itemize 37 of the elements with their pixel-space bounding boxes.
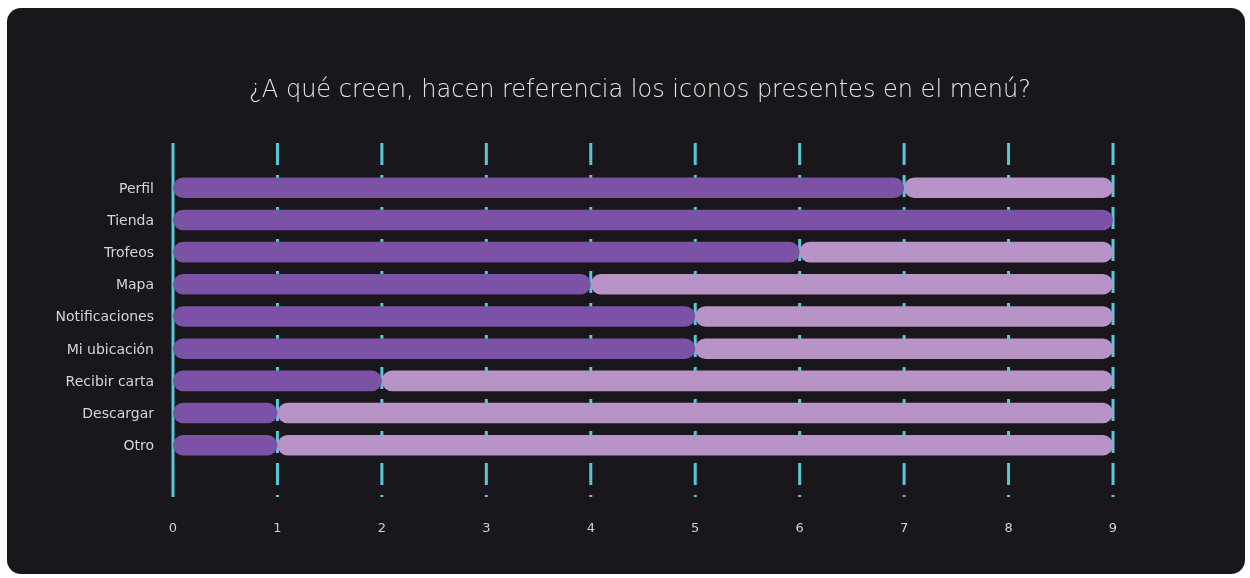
x-tick-label: 5 <box>691 520 700 535</box>
bar <box>590 274 1113 295</box>
bar <box>173 241 800 263</box>
y-tick-label: Tienda <box>106 211 154 228</box>
x-tick-label: 6 <box>795 520 804 535</box>
x-tick-label: 9 <box>1108 520 1118 535</box>
chart-title: ¿A qué creen, hacen referencia los iconos presentes en el menú? <box>248 75 1032 103</box>
x-tick-label: 0 <box>168 520 178 535</box>
x-tick-label: 3 <box>482 520 491 535</box>
bar <box>277 434 1113 456</box>
bar <box>695 338 1113 359</box>
bar <box>277 402 1113 424</box>
bar <box>173 177 905 199</box>
bar <box>173 434 278 456</box>
y-tick-label: Recibir carta <box>65 372 154 389</box>
bar <box>173 306 696 327</box>
y-tick-label: Mi ubicación <box>66 340 154 357</box>
x-tick-label: 8 <box>1004 520 1013 535</box>
y-tick-label: Descargar <box>82 404 155 421</box>
bar <box>173 274 591 295</box>
bar <box>173 402 278 424</box>
x-tick-label: 4 <box>586 520 595 535</box>
y-tick-label: Trofeos <box>103 244 154 261</box>
x-tick-label: 7 <box>899 520 909 535</box>
y-tick-label: Notificaciones <box>55 308 154 325</box>
bar <box>381 370 1113 392</box>
y-tick-label: Perfil <box>118 179 154 196</box>
bar <box>695 306 1113 327</box>
bar <box>173 209 1113 231</box>
bar <box>173 370 382 392</box>
x-tick-label: 2 <box>377 520 387 535</box>
bar <box>904 177 1113 199</box>
y-tick-label: Otro <box>123 437 154 454</box>
bar <box>799 241 1113 263</box>
y-tick-label: Mapa <box>115 276 154 293</box>
x-tick-label: 1 <box>273 520 282 535</box>
bar <box>173 338 696 359</box>
